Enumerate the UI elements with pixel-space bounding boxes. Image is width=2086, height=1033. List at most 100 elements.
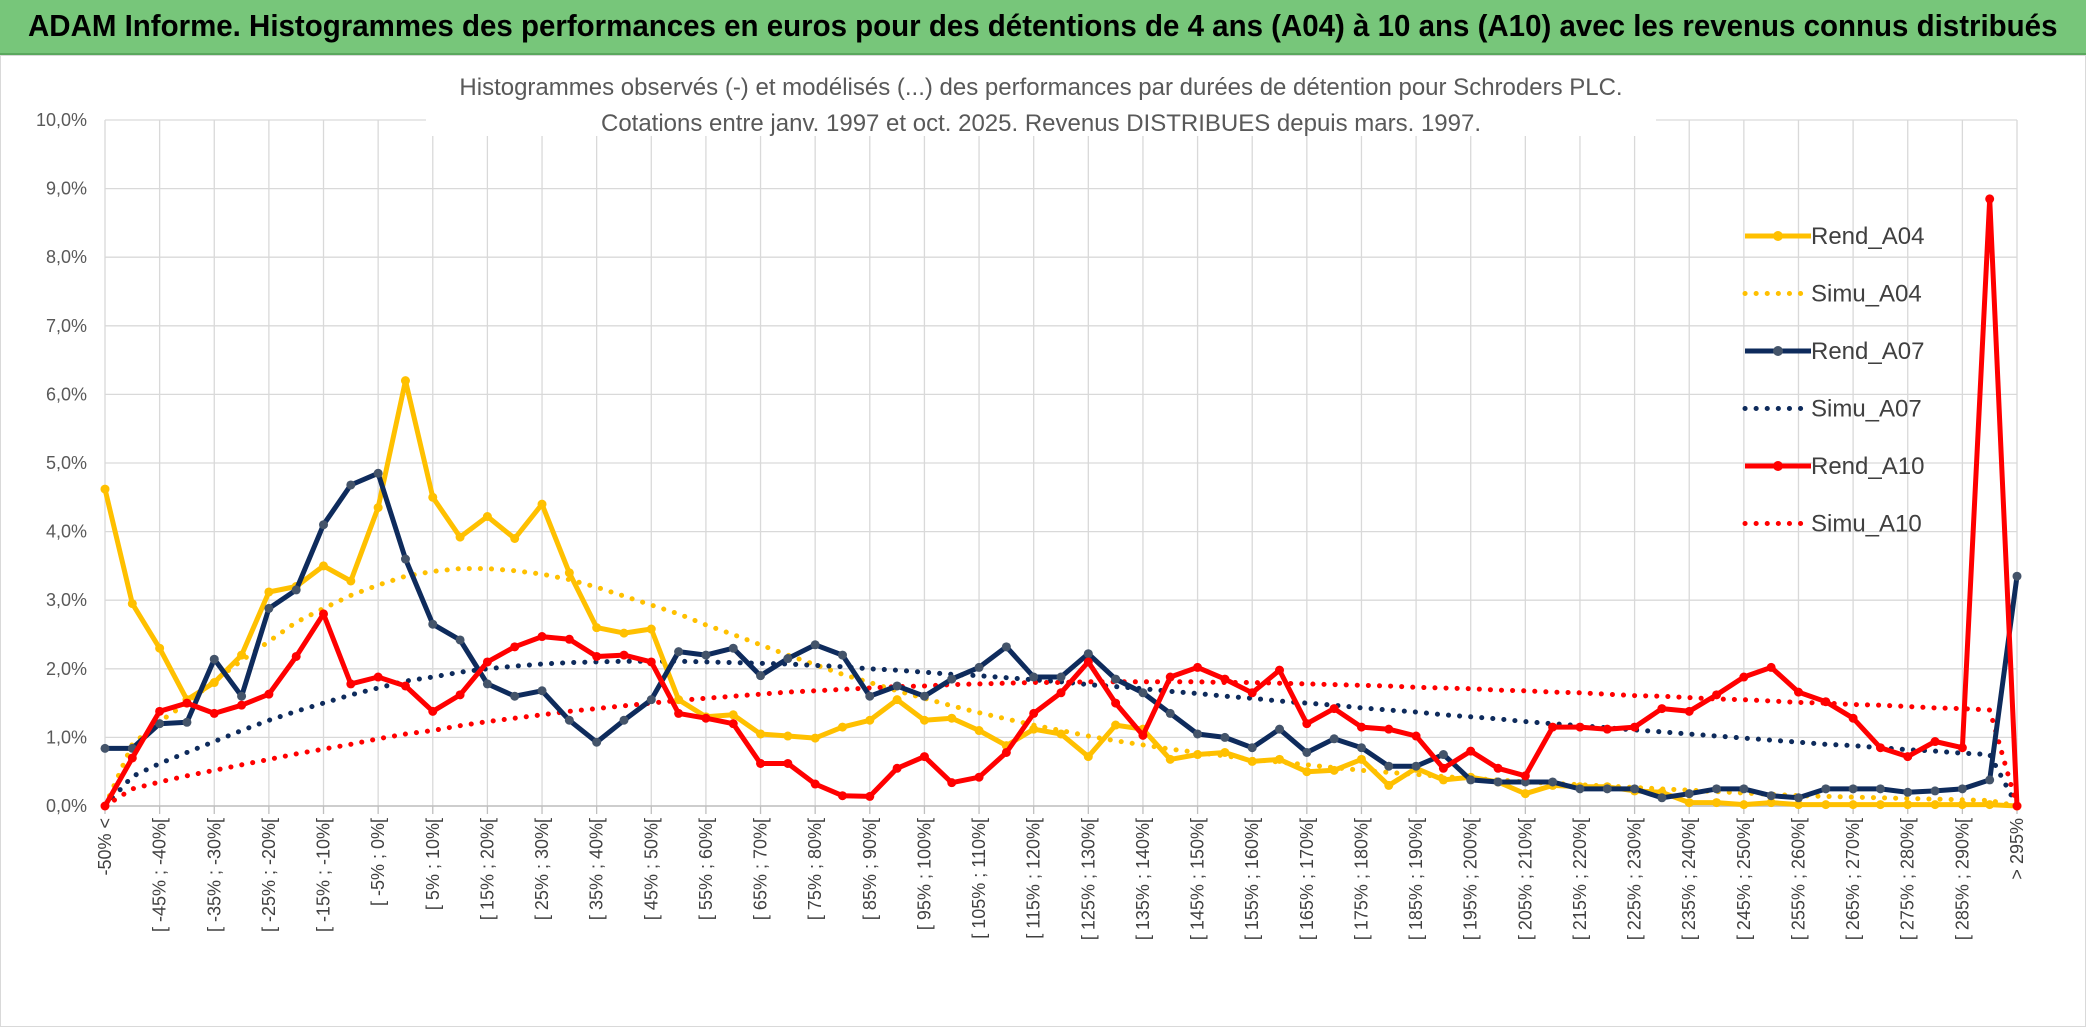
data-point (1275, 724, 1285, 734)
data-point (537, 686, 547, 696)
data-point (1411, 731, 1421, 741)
data-point (1275, 665, 1285, 675)
data-point (510, 691, 520, 701)
data-point (400, 554, 410, 564)
data-point (155, 706, 165, 716)
data-point (1930, 800, 1940, 810)
data-point (1793, 800, 1803, 810)
data-point (865, 791, 875, 801)
data-point (1848, 784, 1858, 794)
data-point (756, 758, 766, 768)
x-tick-label: [ 215% ; 220%[ (1570, 818, 1590, 940)
data-point (346, 679, 356, 689)
data-point (1165, 754, 1175, 764)
data-point (1083, 649, 1093, 659)
data-point (1384, 761, 1394, 771)
data-point (1848, 713, 1858, 723)
y-tick-label: 10,0% (36, 110, 87, 130)
chart-title-background (426, 61, 1656, 136)
legend-label: Simu_A04 (1811, 281, 1922, 308)
chart-title: Histogrammes observés (-) et modélisés (… (426, 61, 1656, 137)
data-point (1520, 771, 1530, 781)
data-point (400, 681, 410, 691)
data-point (1875, 743, 1885, 753)
data-point (1903, 752, 1913, 762)
data-point (1684, 798, 1694, 808)
data-point (1602, 784, 1612, 794)
x-tick-label: [ 245% ; 250%[ (1734, 818, 1754, 940)
x-tick-label: [ 275% ; 280%[ (1898, 818, 1918, 940)
data-point (892, 763, 902, 773)
data-point (237, 700, 247, 710)
x-tick-label: [ -45% ; -40%[ (150, 818, 170, 932)
data-point (974, 772, 984, 782)
data-point (728, 710, 738, 720)
data-point (428, 706, 438, 716)
data-point (1712, 690, 1722, 700)
x-tick-label: [ 95% ; 100%[ (914, 818, 934, 930)
data-point (291, 651, 301, 661)
x-tick-label: [ 85% ; 90%[ (860, 818, 880, 920)
data-point (1848, 800, 1858, 810)
header-bar: ADAM Informe. Histogrammes des performan… (0, 0, 2086, 55)
x-tick-label: [ 175% ; 180%[ (1351, 818, 1371, 940)
data-point (319, 561, 329, 571)
data-point (919, 715, 929, 725)
page-title: ADAM Informe. Histogrammes des performan… (28, 8, 2058, 43)
data-point (564, 634, 574, 644)
data-point (237, 691, 247, 701)
x-tick-label: [ -5% ; 0%[ (368, 818, 388, 906)
series-layer (100, 194, 2022, 811)
data-point (127, 753, 137, 763)
data-point (1903, 787, 1913, 797)
data-point (1438, 763, 1448, 773)
data-point (1056, 672, 1066, 682)
data-point (1930, 737, 1940, 747)
data-point (1138, 730, 1148, 740)
data-point (592, 651, 602, 661)
data-point (564, 568, 574, 578)
data-point (1029, 724, 1039, 734)
data-point (1275, 754, 1285, 764)
data-point (1493, 763, 1503, 773)
data-point (1957, 743, 1967, 753)
data-point (646, 657, 656, 667)
data-point (1575, 784, 1585, 794)
data-point (1575, 722, 1585, 732)
data-point (892, 695, 902, 705)
x-tick-label: [ 125% ; 130%[ (1078, 818, 1098, 940)
axis-layer: 0,0% 1,0% 2,0% 3,0% 4,0% 5,0% 6,0% 7,0% 8,0% 9,0%… (36, 110, 2027, 940)
data-point (1001, 642, 1011, 652)
data-point (1821, 784, 1831, 794)
data-point (1684, 706, 1694, 716)
data-point (428, 492, 438, 502)
x-tick-label: [ 145% ; 150%[ (1188, 818, 1208, 940)
y-tick-label: 9,0% (46, 179, 87, 199)
data-point (510, 533, 520, 543)
data-point (237, 650, 247, 660)
legend-marker (1773, 461, 1783, 471)
data-point (1520, 777, 1530, 787)
chart-frame: 0,0% 1,0% 2,0% 3,0% 4,0% 5,0% 6,0% 7,0% 8,0% 9,0%… (0, 55, 2086, 1027)
data-point (619, 715, 629, 725)
legend: Rend_A04 Simu_A04 Rend_A07 Simu_A07 Rend_A10… (1742, 223, 1924, 538)
data-point (837, 722, 847, 732)
data-point (291, 585, 301, 595)
data-point (1466, 746, 1476, 756)
x-tick-label: [ 115% ; 120%[ (1024, 818, 1044, 939)
data-point (1438, 775, 1448, 785)
data-point (1985, 775, 1995, 785)
data-point (1875, 800, 1885, 810)
x-tick-label: [ 25% ; 30%[ (532, 818, 552, 920)
y-tick-label: 3,0% (46, 590, 87, 610)
data-point (1138, 688, 1148, 698)
data-point (1466, 775, 1476, 785)
data-point (974, 726, 984, 736)
data-point (182, 717, 192, 727)
data-point (1083, 752, 1093, 762)
data-point (510, 642, 520, 652)
legend-item-Simu_A10: Simu_A10 (1742, 511, 1922, 538)
y-tick-label: 2,0% (46, 659, 87, 679)
chart-title-line-2: Cotations entre janv. 1997 et oct. 2025.… (601, 110, 1481, 137)
data-point (1739, 800, 1749, 810)
